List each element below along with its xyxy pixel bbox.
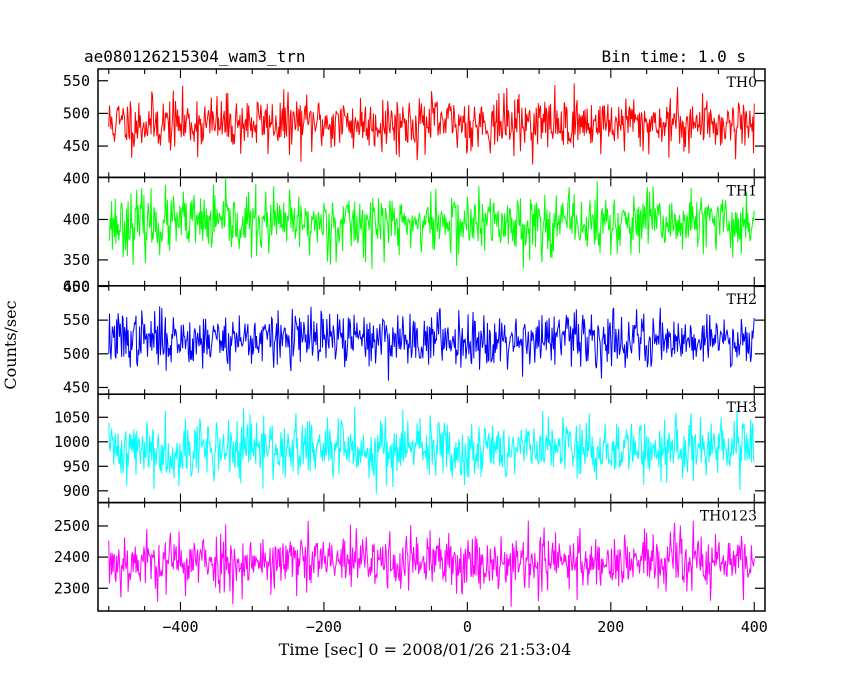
x-tick-label: 400 (741, 618, 768, 636)
x-tick-labels: −400 −200 0 200 400 (162, 618, 767, 636)
chart-title: ae080126215304_wam3_trn (84, 47, 306, 66)
series-line-th3 (108, 407, 755, 495)
x-tick-label: 200 (597, 618, 624, 636)
series-line-th1 (108, 177, 755, 270)
x-tick-label: 0 (463, 618, 472, 636)
series-line-th0 (108, 83, 755, 165)
x-tick-label: −400 (162, 618, 198, 636)
series-line-th0123 (108, 520, 755, 607)
y-tick-label: 550 (63, 72, 90, 90)
bin-time-label: Bin time: 1.0 s (602, 47, 747, 66)
y-tick-label: 450 (63, 137, 90, 155)
y-axis-label: Counts/sec (1, 300, 20, 389)
y-tick-label: 950 (63, 457, 90, 475)
y-tick-label: 500 (63, 104, 90, 122)
x-axis-label: Time [sec] 0 = 2008/01/26 21:53:04 (279, 640, 572, 659)
y-tick-label: 1050 (54, 408, 90, 426)
panels-group: 450 500 550 400 TH0 350 400 450 TH1 450 500 550 600 T… (54, 68, 766, 612)
x-tick-label: −200 (306, 618, 342, 636)
y-tick-label: 500 (63, 345, 90, 363)
y-tick-label: 450 (63, 378, 90, 396)
y-tick-label: 600 (63, 277, 90, 295)
y-tick-label: 350 (63, 251, 90, 269)
panel-frame-th1 (97, 176, 766, 287)
y-tick-label: 550 (63, 311, 90, 329)
y-tick-label: 400 (63, 210, 90, 228)
y-tick-label: 1000 (54, 433, 90, 451)
panel-label-th0: TH0 (727, 75, 757, 91)
series-line-th2 (108, 306, 755, 381)
y-tick-label: 450 (63, 278, 90, 296)
y-tick-label: 400 (63, 169, 90, 187)
y-tick-label: 900 (63, 482, 90, 500)
y-tick-label: 2300 (54, 579, 90, 597)
y-tick-label: 2400 (54, 548, 90, 566)
y-tick-label: 2500 (54, 517, 90, 535)
panel-label-th1: TH1 (727, 183, 757, 199)
panel-label-th2: TH2 (727, 292, 757, 308)
panel-label-th3: TH3 (727, 400, 757, 416)
panel-label-th0123: TH0123 (700, 509, 757, 525)
